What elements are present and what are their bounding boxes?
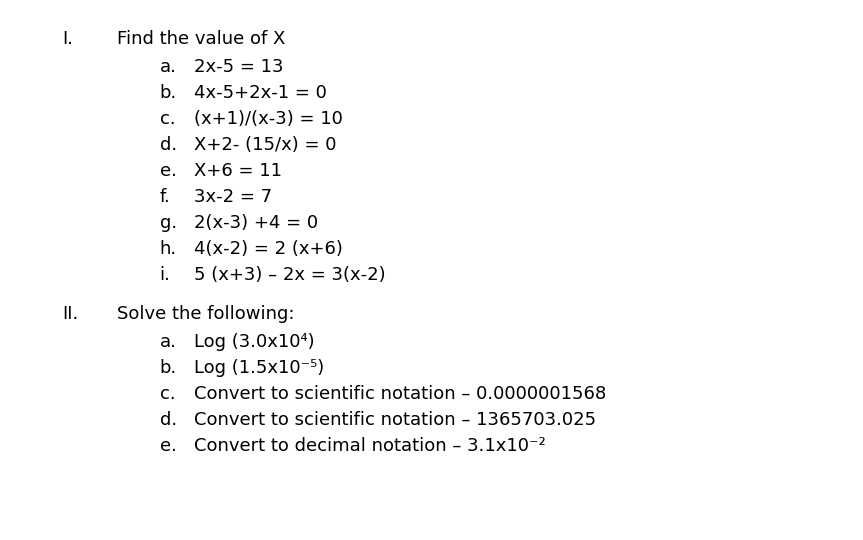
- Text: Convert to scientific notation – 1365703.025: Convert to scientific notation – 1365703…: [194, 411, 596, 429]
- Text: X+6 = 11: X+6 = 11: [194, 162, 282, 180]
- Text: 3x-2 = 7: 3x-2 = 7: [194, 188, 273, 206]
- Text: b.: b.: [160, 84, 177, 102]
- Text: II.: II.: [62, 305, 79, 323]
- Text: Find the value of X: Find the value of X: [117, 30, 285, 48]
- Text: d.: d.: [160, 136, 177, 154]
- Text: 2(x-3) +4 = 0: 2(x-3) +4 = 0: [194, 214, 318, 232]
- Text: Convert to scientific notation – 0.0000001568: Convert to scientific notation – 0.00000…: [194, 385, 607, 403]
- Text: X+2- (15/x) = 0: X+2- (15/x) = 0: [194, 136, 337, 154]
- Text: h.: h.: [160, 240, 177, 258]
- Text: (x+1)/(x-3) = 10: (x+1)/(x-3) = 10: [194, 110, 343, 128]
- Text: f.: f.: [160, 188, 170, 206]
- Text: Log (1.5x10⁻⁵): Log (1.5x10⁻⁵): [194, 359, 324, 377]
- Text: a.: a.: [160, 58, 177, 76]
- Text: c.: c.: [160, 385, 175, 403]
- Text: e.: e.: [160, 162, 177, 180]
- Text: e.: e.: [160, 437, 177, 455]
- Text: 5 (x+3) – 2x = 3(x-2): 5 (x+3) – 2x = 3(x-2): [194, 266, 386, 284]
- Text: Solve the following:: Solve the following:: [117, 305, 294, 323]
- Text: a.: a.: [160, 333, 177, 351]
- Text: d.: d.: [160, 411, 177, 429]
- Text: i.: i.: [160, 266, 171, 284]
- Text: 4(x-2) = 2 (x+6): 4(x-2) = 2 (x+6): [194, 240, 343, 258]
- Text: 2x-5 = 13: 2x-5 = 13: [194, 58, 284, 76]
- Text: b.: b.: [160, 359, 177, 377]
- Text: 4x-5+2x-1 = 0: 4x-5+2x-1 = 0: [194, 84, 327, 102]
- Text: I.: I.: [62, 30, 73, 48]
- Text: g.: g.: [160, 214, 177, 232]
- Text: Log (3.0x10⁴): Log (3.0x10⁴): [194, 333, 315, 351]
- Text: c.: c.: [160, 110, 175, 128]
- Text: Convert to decimal notation – 3.1x10⁻²: Convert to decimal notation – 3.1x10⁻²: [194, 437, 546, 455]
